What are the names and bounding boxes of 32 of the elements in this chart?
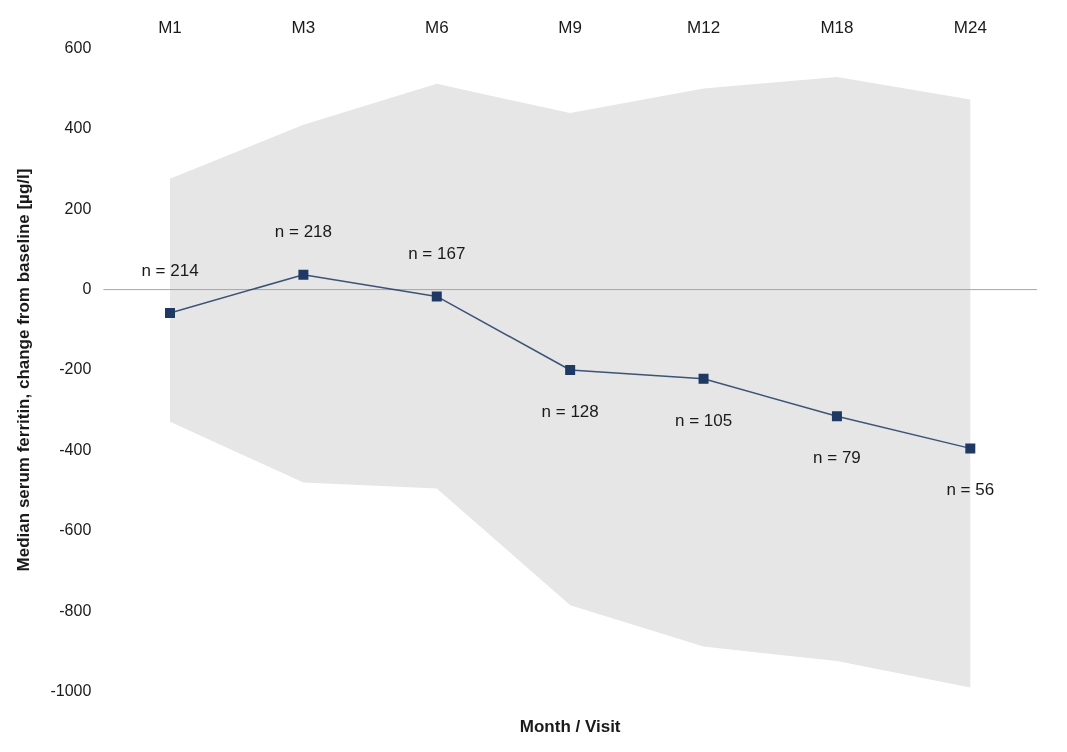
y-tick-label: -200 (59, 360, 92, 378)
x-tick-label: M6 (424, 17, 449, 37)
y-axis-title: Median serum ferritin, change from baseline [µg/l] (13, 168, 33, 572)
x-tick-label: M3 (291, 17, 316, 37)
annotation: n = 105 (674, 410, 733, 430)
annotation: n = 56 (946, 480, 995, 500)
annotation: n = 167 (408, 244, 466, 264)
y-tick-label: 400 (64, 119, 92, 137)
y-tick-label: 600 (64, 38, 92, 56)
point (698, 373, 709, 384)
point (431, 291, 442, 302)
annotation: n = 128 (541, 401, 599, 421)
x-tick-label: M24 (953, 17, 987, 37)
x-tick-label: M9 (558, 17, 582, 37)
point (165, 307, 176, 318)
y-tick-label: -1000 (50, 682, 92, 700)
annotation: n = 218 (274, 222, 332, 242)
y-tick-label: -400 (59, 440, 92, 458)
y-tick-label: -800 (59, 601, 92, 619)
point (565, 365, 576, 375)
point (965, 443, 976, 454)
y-tick-label: 0 (82, 280, 92, 298)
x-tick-label: M18 (820, 17, 854, 37)
point (298, 269, 309, 280)
y-tick-label: -600 (59, 521, 92, 539)
point (831, 411, 842, 422)
y-tick-label: 200 (64, 199, 92, 217)
x-tick-label: M1 (158, 17, 182, 37)
x-tick-label: M12 (687, 17, 721, 37)
x-axis-title: Month / Visit (519, 717, 621, 737)
annotation: n = 214 (141, 260, 199, 280)
annotation: n = 79 (813, 447, 861, 467)
